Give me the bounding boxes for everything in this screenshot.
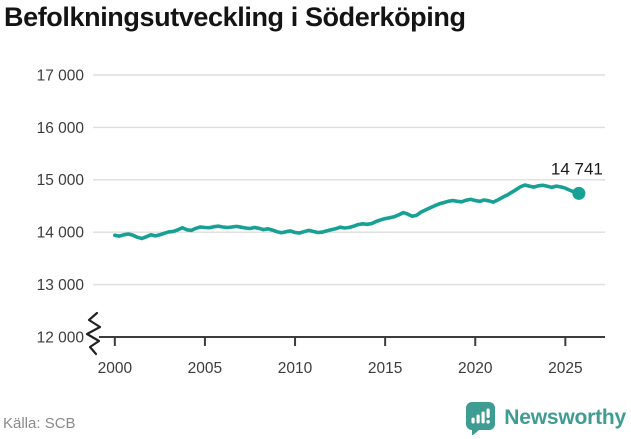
y-axis-label: 16 000: [37, 120, 85, 137]
y-axis-label: 14 000: [37, 225, 85, 242]
last-value-label: 14 741: [551, 159, 603, 178]
axis-break-icon: [85, 311, 102, 356]
y-axis-label: 17 000: [37, 67, 85, 84]
x-axis-label: 2025: [548, 360, 582, 377]
y-axis-label: 13 000: [37, 277, 85, 294]
last-point-marker: [572, 186, 586, 200]
y-axis-label: 12 000: [37, 329, 85, 346]
population-line: [113, 183, 581, 241]
x-axis-label: 2005: [188, 360, 222, 377]
newsworthy-logo[interactable]: Newsworthy: [465, 401, 626, 435]
newsworthy-icon: [466, 402, 496, 435]
x-axis-label: 2015: [368, 360, 402, 377]
source-text: Källa: SCB: [3, 415, 76, 432]
x-axis-label: 2000: [98, 360, 133, 377]
x-axis-label: 2020: [458, 360, 493, 377]
newsworthy-wordmark: Newsworthy: [504, 406, 626, 429]
x-axis-label: 2010: [278, 360, 313, 377]
y-axis-label: 15 000: [37, 172, 85, 189]
chart-title: Befolkningsutveckling i Söderköping: [4, 2, 466, 32]
